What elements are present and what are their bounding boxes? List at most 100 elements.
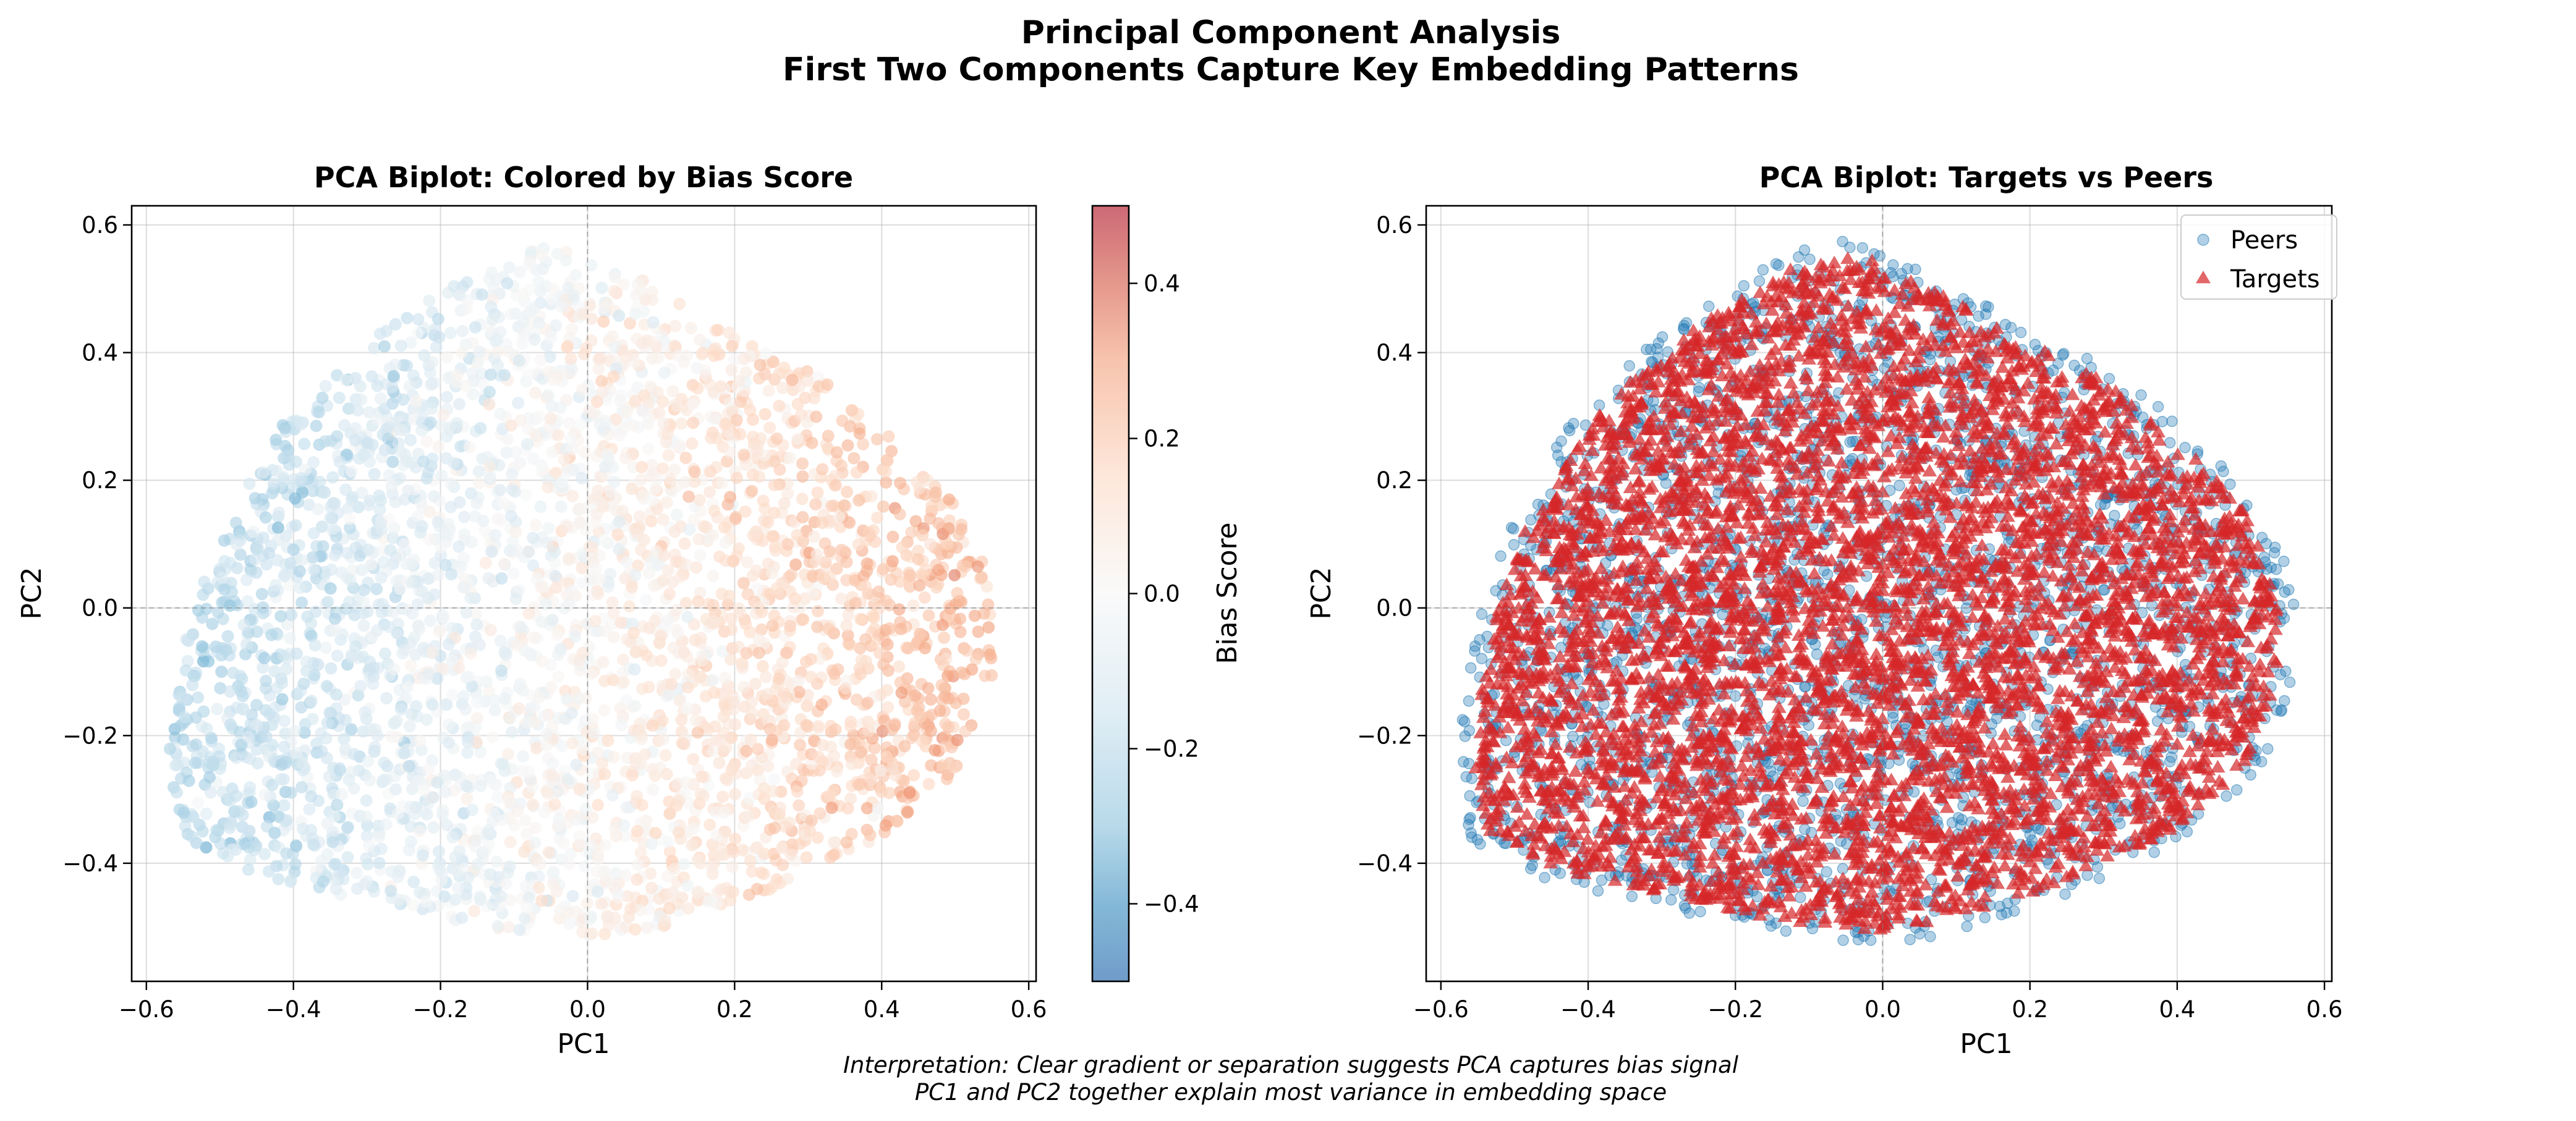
data-point [948,569,961,582]
data-point [639,748,652,761]
data-point [545,331,557,344]
data-point [685,839,698,852]
peer-point [2005,321,2017,334]
data-point [844,720,857,733]
data-point [678,537,691,550]
data-point [606,330,619,343]
data-point [520,488,533,501]
data-point [511,638,524,651]
data-point [629,307,642,320]
data-point [734,396,747,408]
data-point [566,890,579,902]
data-point [643,567,656,580]
data-point [762,759,775,772]
data-point [514,620,527,633]
data-point [200,807,213,820]
data-point [608,475,621,488]
data-point [401,311,414,324]
data-point [589,615,601,628]
data-point [645,459,658,472]
data-point [695,770,708,783]
data-point [489,528,502,541]
data-point [250,718,263,731]
data-point [339,483,352,496]
data-point [426,356,439,368]
data-point [942,670,954,682]
data-point [649,827,662,840]
data-point [861,565,874,577]
data-point [909,638,922,651]
data-point [495,572,508,585]
data-point [410,700,423,713]
data-point [707,674,719,687]
data-point [941,538,954,551]
data-point [341,821,354,834]
data-point [436,662,449,675]
data-point [935,679,948,692]
data-point [708,720,721,733]
data-point [679,596,692,609]
data-point [765,567,778,580]
data-point [471,858,484,871]
data-point [453,496,466,509]
data-point [453,540,465,553]
data-point [472,356,485,369]
data-point [192,691,205,704]
data-point [390,714,403,727]
x-tick-label: −0.6 [119,996,174,1023]
data-point [985,652,998,664]
data-point [924,693,937,706]
data-point [852,538,865,551]
data-point [317,540,329,552]
data-point [868,622,881,635]
data-point [529,386,542,399]
data-point [403,720,416,733]
data-point [705,431,718,444]
data-point [200,722,213,735]
data-point [281,449,294,462]
data-point [758,637,771,649]
data-point [491,512,504,525]
data-point [779,820,792,833]
data-point [674,439,687,452]
data-point [723,446,736,459]
data-point [475,367,488,380]
data-point [905,526,918,539]
data-point [645,515,658,528]
data-point [503,261,516,274]
data-point [800,719,813,732]
peer-point [1592,885,1604,897]
data-point [521,716,534,729]
data-point [601,451,614,463]
data-point [216,571,229,584]
data-point [502,748,514,761]
data-point [922,609,935,622]
data-point [416,849,429,861]
data-point [496,814,509,827]
data-point [375,517,388,530]
data-point [401,359,414,372]
data-point [877,500,890,513]
data-point [538,709,550,722]
data-point [632,858,644,871]
data-point [512,397,525,409]
data-point [633,510,646,523]
data-point [671,627,684,640]
data-point [483,685,495,698]
data-point [746,484,759,497]
data-point [307,564,320,577]
data-point [592,798,605,811]
data-point [349,434,362,447]
data-point [590,396,603,408]
data-point [329,882,342,895]
data-point [882,701,895,714]
data-point [942,692,955,705]
data-point [535,894,548,907]
data-point [548,798,561,811]
data-point [556,782,569,795]
data-point [550,319,563,332]
data-point [548,546,561,558]
y-tick-label: −0.4 [62,850,118,877]
data-point [817,738,829,751]
data-point [753,372,766,385]
